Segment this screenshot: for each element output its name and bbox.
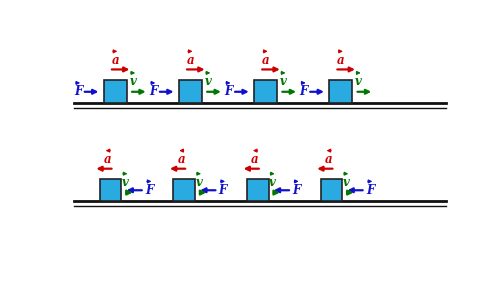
Text: F: F (74, 85, 82, 98)
Bar (329, 80, 352, 103)
Text: v: v (280, 75, 287, 88)
Text: v: v (205, 75, 212, 88)
Text: v: v (196, 176, 202, 189)
Text: F: F (218, 184, 227, 197)
Text: F: F (149, 85, 158, 98)
Bar (174, 179, 195, 201)
Bar (320, 179, 342, 201)
Text: F: F (292, 184, 300, 197)
Bar (247, 179, 268, 201)
Text: a: a (252, 153, 259, 166)
Bar (254, 80, 277, 103)
Text: a: a (112, 54, 119, 67)
Text: a: a (325, 153, 332, 166)
Text: a: a (186, 54, 194, 67)
Bar (104, 80, 127, 103)
Text: F: F (366, 184, 374, 197)
Text: v: v (342, 176, 349, 189)
Text: F: F (224, 85, 232, 98)
Text: a: a (178, 153, 186, 166)
Text: v: v (130, 75, 136, 88)
Text: a: a (337, 54, 344, 67)
Text: a: a (104, 153, 112, 166)
Text: v: v (122, 176, 128, 189)
Text: F: F (300, 85, 308, 98)
Text: a: a (262, 54, 270, 67)
Bar (100, 179, 122, 201)
Text: v: v (355, 75, 362, 88)
Text: F: F (145, 184, 154, 197)
Bar (179, 80, 202, 103)
Text: v: v (269, 176, 276, 189)
